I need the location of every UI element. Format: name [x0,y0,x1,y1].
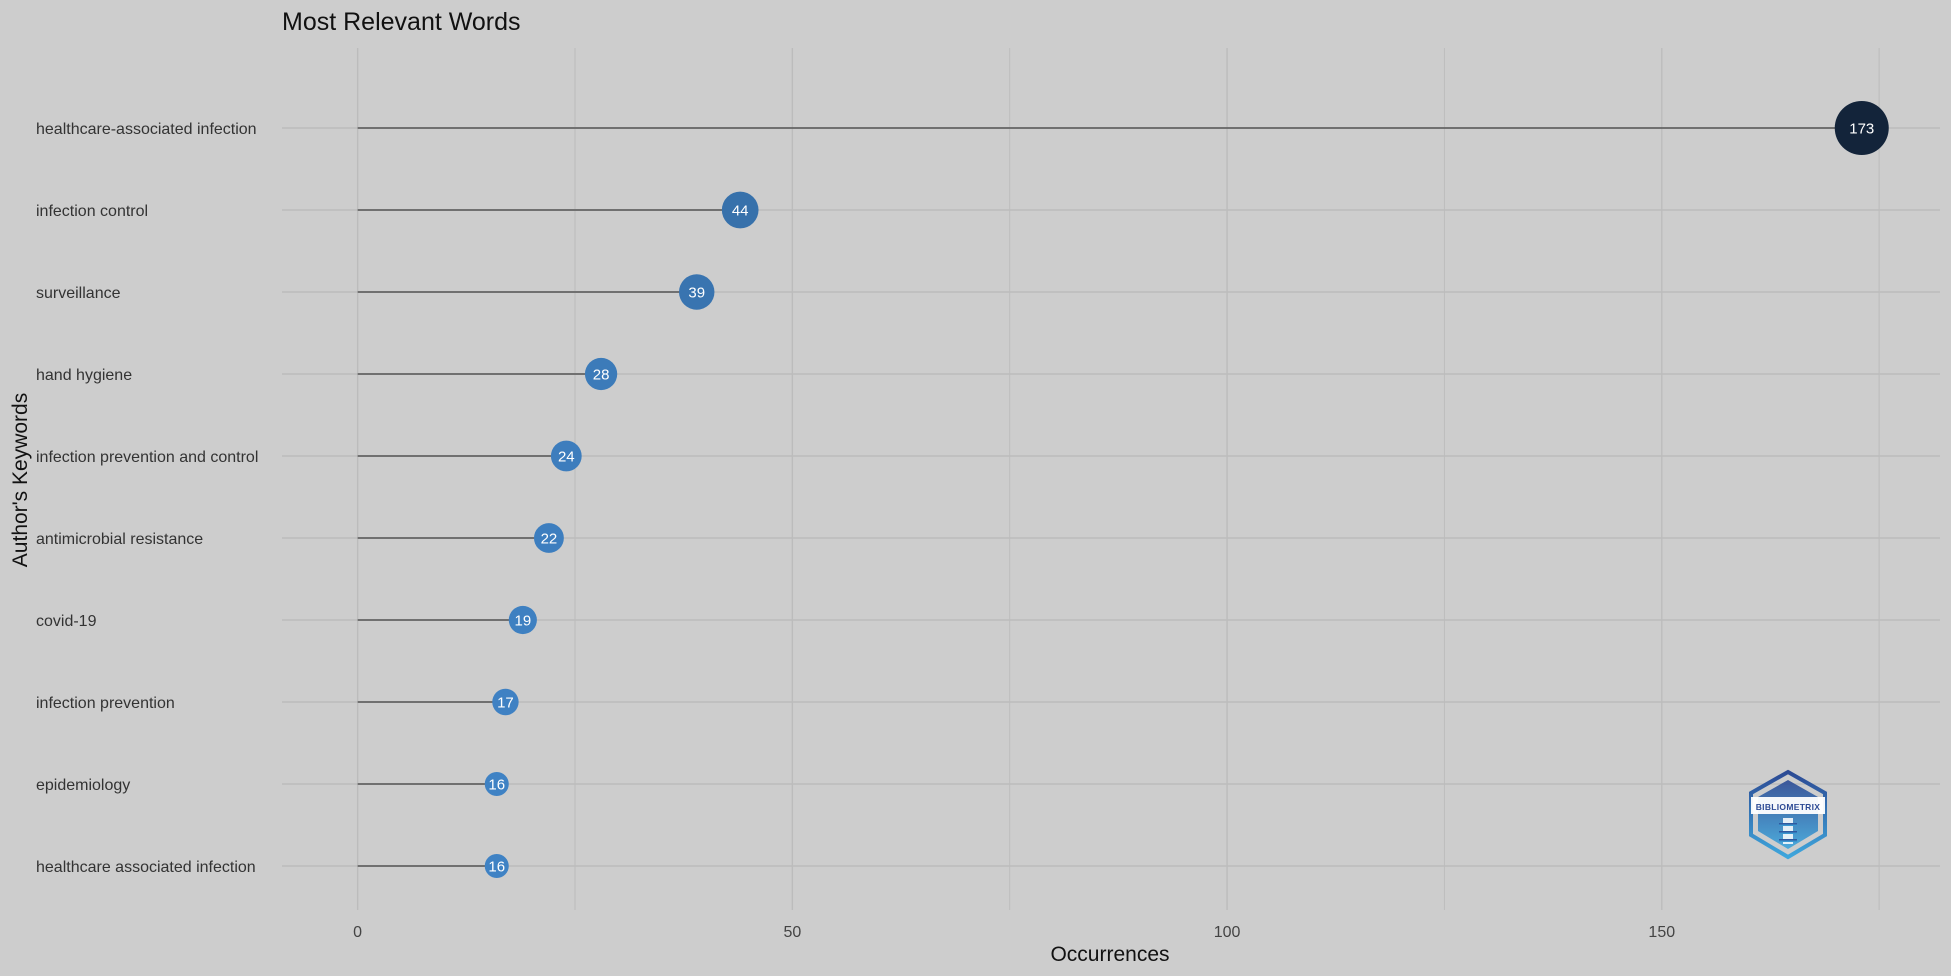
x-tick-label: 100 [1214,924,1241,941]
lollipop-points: 173 44 39 28 24 22 19 17 16 16 [484,101,1889,878]
data-value-label: 17 [497,695,514,712]
lollipop-point [721,191,759,229]
lollipop-stems [357,127,1862,867]
logo-tower-stripe [1779,831,1797,834]
lollipop-point [678,274,715,310]
category-label: infection control [36,203,148,220]
logo-banner [1751,797,1825,814]
lollipop-point [1834,101,1889,155]
category-label: epidemiology [36,777,130,794]
data-value-label: 173 [1849,121,1874,138]
x-axis-title: Occurrences [1050,943,1169,966]
logo-text: BIBLIOMETRIX [1756,802,1821,812]
data-value-label: 16 [488,859,505,876]
data-value-label: 22 [541,531,558,548]
x-tick-label: 50 [783,924,801,941]
category-label: healthcare associated infection [36,859,256,876]
logo-tower-stripe [1779,823,1797,826]
logo-hexagon [1749,769,1827,860]
lollipop-point [550,440,582,472]
lollipop-point [492,688,519,716]
data-value-label: 28 [593,367,610,384]
lollipop-point [484,854,509,878]
category-label: antimicrobial resistance [36,531,203,548]
lollipop-point [508,605,537,635]
data-value-label: 44 [732,203,749,220]
chart-title: Most Relevant Words [282,8,521,36]
lollipop-point [533,523,564,553]
category-label: covid-19 [36,613,97,630]
lollipop-point [584,357,618,391]
category-label: infection prevention and control [36,449,258,466]
data-value-label: 16 [488,777,505,794]
data-value-label: 24 [558,449,575,466]
category-label: healthcare-associated infection [36,121,257,138]
data-value-label: 19 [514,613,531,630]
bibliometrix-logo-icon: BIBLIOMETRIX [1749,769,1827,860]
category-label: hand hygiene [36,367,132,384]
logo-tower-stripe [1779,839,1797,842]
category-label: infection prevention [36,695,175,712]
y-axis-title: Author's Keywords [9,393,32,567]
lollipop-point [484,772,509,796]
x-tick-label: 150 [1648,924,1675,941]
data-value-label: 39 [688,285,705,302]
category-labels: healthcare-associated infection infection… [36,121,258,876]
x-tick-label: 0 [353,924,362,941]
x-tick-labels: 0 50 100 150 [353,924,1675,941]
category-label: surveillance [36,285,121,302]
